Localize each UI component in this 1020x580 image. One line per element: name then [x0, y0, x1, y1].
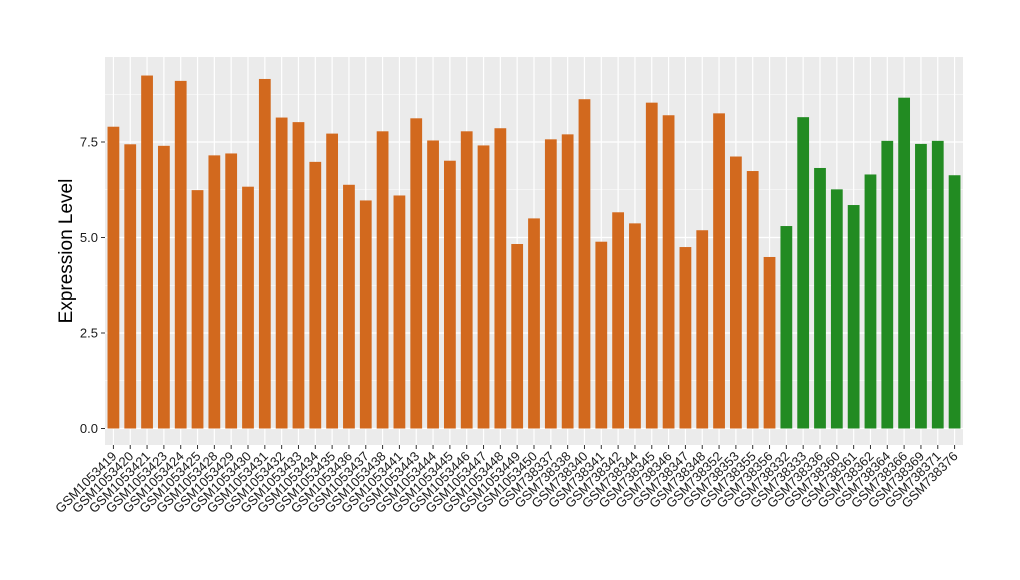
bar	[376, 131, 389, 429]
bar	[460, 131, 473, 429]
bar	[629, 223, 641, 429]
y-tick-label: 2.5	[80, 326, 98, 341]
bar	[847, 205, 860, 429]
bar	[578, 99, 591, 429]
y-tick-label: 5.0	[80, 230, 98, 245]
bar	[141, 75, 153, 429]
bar	[359, 200, 372, 429]
bar	[528, 218, 540, 429]
bar	[124, 144, 137, 429]
x-axis: GSM1053419GSM1053420GSM1053421GSM1053423…	[52, 445, 961, 516]
bar	[881, 140, 894, 429]
y-tick-label: 7.5	[80, 135, 98, 150]
bar	[174, 80, 187, 429]
bars	[107, 75, 961, 429]
bar	[561, 134, 574, 429]
bar	[343, 184, 355, 429]
bar	[309, 161, 322, 429]
bar	[511, 243, 524, 429]
bar	[258, 78, 271, 429]
bar	[544, 139, 557, 429]
bar	[830, 189, 843, 429]
y-tick-label: 0.0	[80, 421, 98, 436]
bar	[595, 241, 608, 429]
bar	[157, 145, 170, 429]
bar	[797, 117, 810, 429]
bar	[931, 140, 944, 429]
bar	[225, 153, 238, 429]
bar	[494, 128, 507, 429]
bar	[208, 155, 221, 429]
bar	[915, 143, 927, 429]
bar	[898, 97, 911, 429]
bar	[696, 230, 709, 429]
bar	[814, 167, 826, 429]
bar	[645, 102, 658, 429]
bar	[864, 174, 877, 429]
bar	[780, 226, 793, 429]
bar	[729, 156, 742, 429]
bar	[948, 175, 961, 429]
bar	[443, 160, 456, 429]
bar	[679, 247, 692, 429]
bar	[410, 118, 423, 429]
bar	[275, 117, 288, 429]
bar	[746, 171, 759, 429]
bar	[427, 140, 439, 429]
bar	[191, 190, 204, 429]
bar	[662, 115, 675, 429]
bar	[477, 145, 490, 429]
y-axis: 0.0 2.5 5.0 7.5	[80, 135, 105, 436]
y-axis-title: Expression Level	[56, 179, 77, 324]
bar	[763, 256, 776, 429]
bar	[107, 126, 120, 429]
bar	[292, 122, 305, 429]
bar	[242, 186, 254, 429]
bar	[393, 195, 406, 429]
bar	[713, 113, 725, 429]
bar	[326, 133, 339, 429]
bar	[612, 212, 625, 429]
